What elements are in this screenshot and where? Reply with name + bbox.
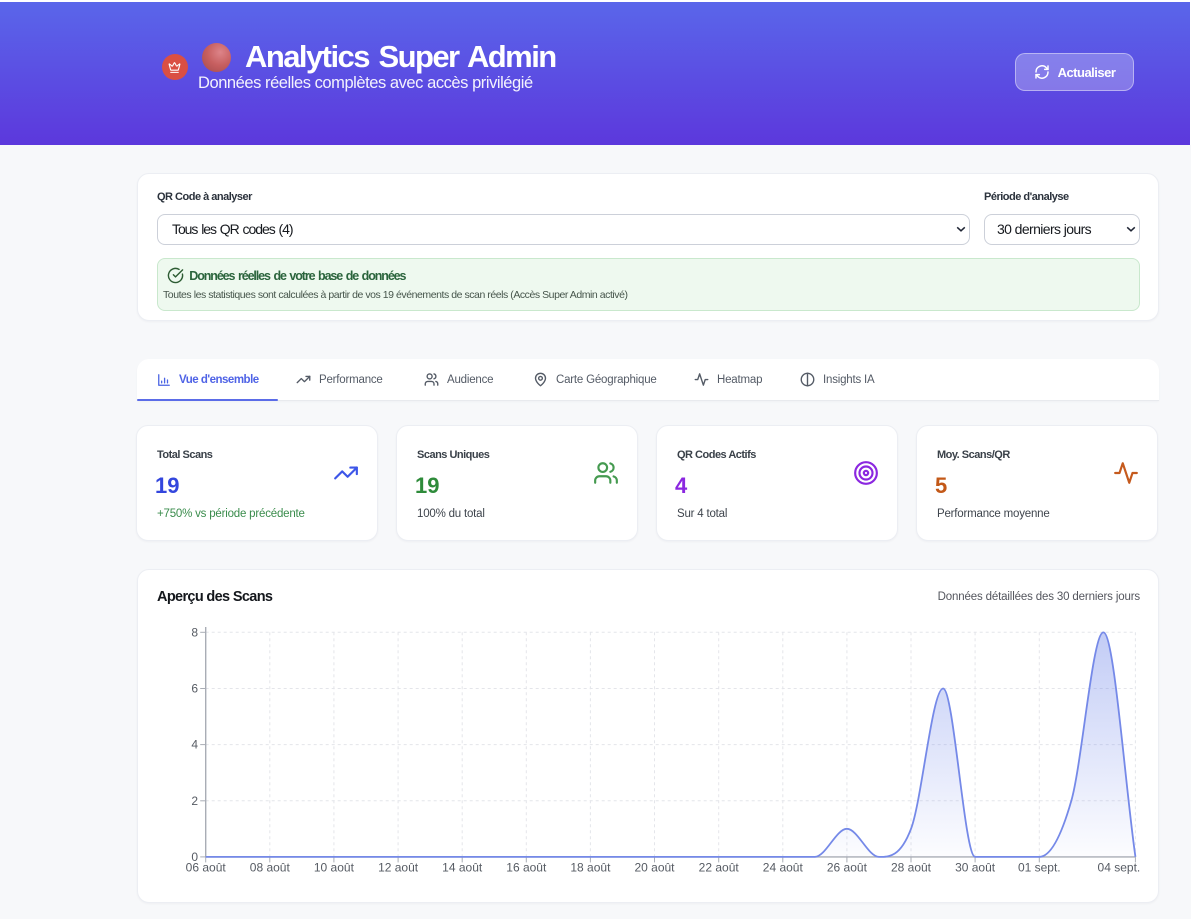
svg-text:30 août: 30 août — [955, 861, 996, 875]
svg-text:0: 0 — [191, 850, 198, 864]
svg-text:6: 6 — [191, 682, 198, 696]
svg-text:10 août: 10 août — [314, 861, 355, 875]
svg-text:08 août: 08 août — [250, 861, 291, 875]
svg-text:06 août: 06 août — [186, 861, 227, 875]
svg-text:04 sept.: 04 sept. — [1098, 861, 1141, 875]
svg-text:18 août: 18 août — [570, 861, 611, 875]
svg-text:22 août: 22 août — [699, 861, 740, 875]
svg-text:2: 2 — [191, 794, 198, 808]
svg-text:14 août: 14 août — [442, 861, 483, 875]
svg-text:16 août: 16 août — [506, 861, 547, 875]
svg-text:4: 4 — [191, 738, 198, 752]
svg-text:26 août: 26 août — [827, 861, 868, 875]
svg-text:24 août: 24 août — [763, 861, 804, 875]
svg-text:20 août: 20 août — [634, 861, 675, 875]
svg-text:01 sept.: 01 sept. — [1018, 861, 1061, 875]
svg-text:8: 8 — [191, 625, 198, 639]
svg-text:28 août: 28 août — [891, 861, 932, 875]
svg-text:12 août: 12 août — [378, 861, 419, 875]
